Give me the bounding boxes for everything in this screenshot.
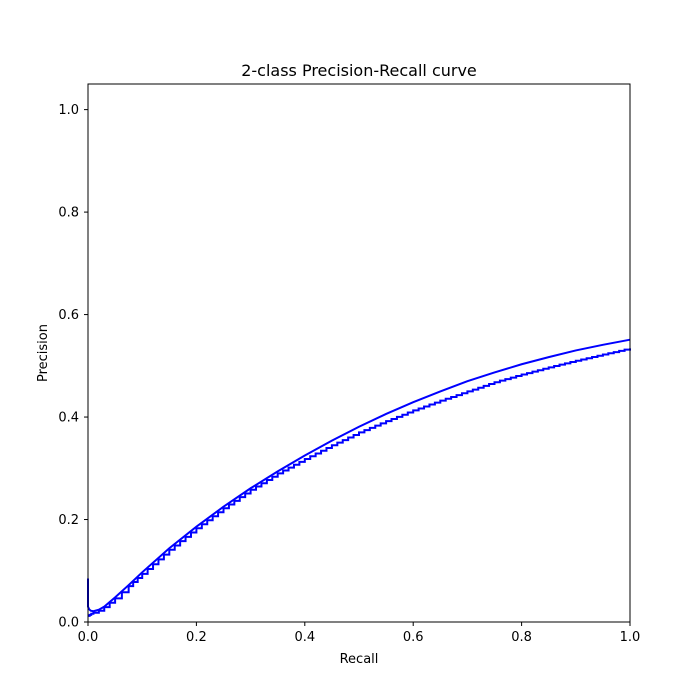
chart-title: 2-class Precision-Recall curve (241, 61, 477, 80)
y-tick-label: 0.6 (58, 308, 79, 323)
pr-curve-smooth (87, 338, 631, 613)
y-tick-label: 0.8 (58, 206, 79, 221)
y-tick-label: 0.0 (58, 616, 79, 631)
tick-layer: 0.0 0.2 0.4 0.6 0.8 1.0 0.0 0.2 0.4 0.6 0.8 1.0 (58, 103, 640, 645)
y-tick-label: 1.0 (58, 103, 79, 118)
x-tick-label: 0.0 (78, 630, 99, 645)
x-tick-label: 1.0 (620, 630, 641, 645)
x-tick-label: 0.4 (294, 630, 315, 645)
x-tick-label: 0.2 (186, 630, 207, 645)
y-axis-label: Precision (36, 324, 51, 382)
x-tick-label: 0.8 (511, 630, 532, 645)
x-axis-label: Recall (340, 652, 379, 667)
pr-curve-step (88, 348, 631, 617)
y-tick-label: 0.2 (58, 513, 79, 528)
x-tick-label: 0.6 (403, 630, 424, 645)
y-tick-label: 0.4 (58, 411, 79, 426)
curve-layer (87, 338, 631, 617)
plot-frame (87, 83, 631, 623)
